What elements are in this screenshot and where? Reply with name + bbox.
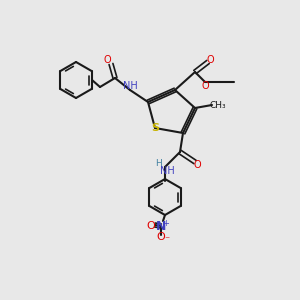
Text: CH₃: CH₃	[210, 100, 226, 109]
Text: O: O	[147, 221, 155, 231]
Text: NH: NH	[160, 166, 174, 176]
Text: O: O	[103, 55, 111, 65]
Text: H: H	[156, 160, 162, 169]
Text: O: O	[201, 81, 209, 91]
Text: O: O	[157, 232, 165, 242]
Text: O: O	[193, 160, 201, 170]
Text: S: S	[151, 123, 159, 133]
Text: N: N	[156, 220, 166, 232]
Text: ⁻: ⁻	[164, 235, 169, 245]
Text: +: +	[163, 220, 170, 229]
Text: NH: NH	[123, 81, 137, 91]
Text: O: O	[206, 55, 214, 65]
